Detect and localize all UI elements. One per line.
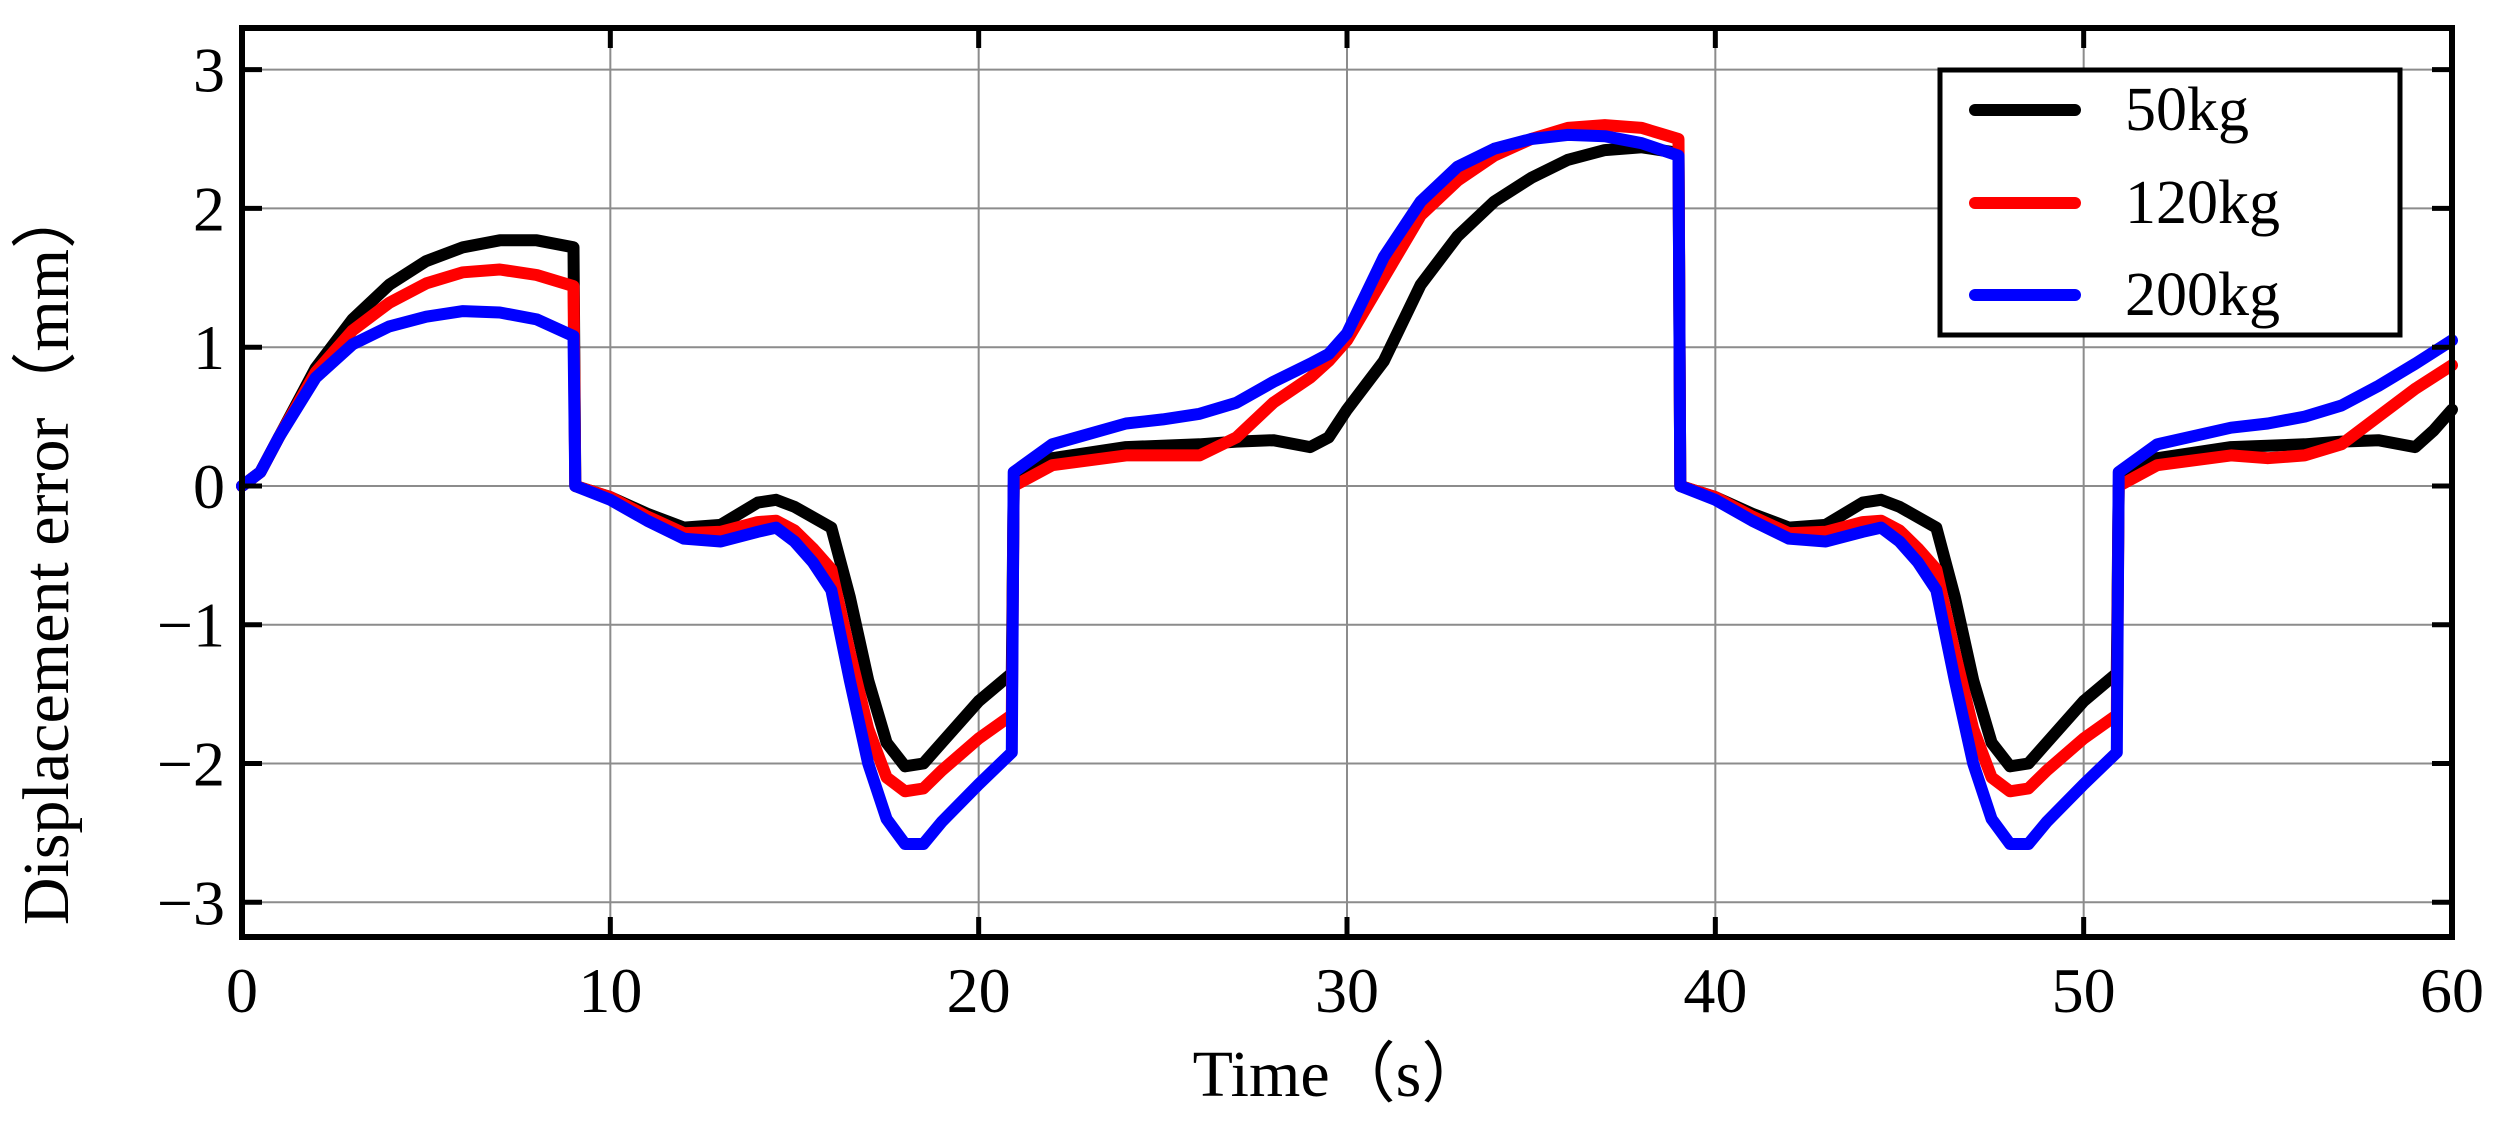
x-tick-labels: 0 10 20 30 40 50 60	[226, 955, 2484, 1026]
y-axis-title: Displacement error（mm）	[10, 183, 83, 925]
series-line-200kg	[236, 128, 2458, 850]
x-axis-title: Time（s）	[1193, 1038, 1488, 1111]
legend: 50kg 120kg 200kg	[1937, 67, 2403, 338]
x-tick-label: 30	[1315, 955, 1379, 1026]
y-tick-label: 3	[193, 35, 225, 106]
x-tick-label: 20	[947, 955, 1011, 1026]
y-tick-label: −2	[157, 729, 225, 800]
x-tick-label: 10	[578, 955, 642, 1026]
y-tick-label: −1	[157, 590, 225, 661]
legend-label-50kg: 50kg	[2125, 76, 2249, 144]
y-tick-label: 0	[193, 451, 225, 522]
x-tick-label: 40	[1683, 955, 1747, 1026]
x-tick-label: 60	[2420, 955, 2484, 1026]
x-tick-label: 0	[226, 955, 258, 1026]
y-tick-label: 2	[193, 173, 225, 244]
y-tick-labels: 3 2 1 0 −1 −2 −3	[157, 35, 225, 939]
legend-label-200kg: 200kg	[2125, 261, 2280, 329]
legend-label-120kg: 120kg	[2125, 169, 2280, 237]
y-tick-label: 1	[193, 312, 225, 383]
grid-lines	[242, 28, 2452, 937]
axis-ticks	[239, 28, 2455, 937]
x-tick-label: 50	[2052, 955, 2116, 1026]
y-tick-label: −3	[157, 867, 225, 938]
series-lines	[236, 119, 2458, 850]
